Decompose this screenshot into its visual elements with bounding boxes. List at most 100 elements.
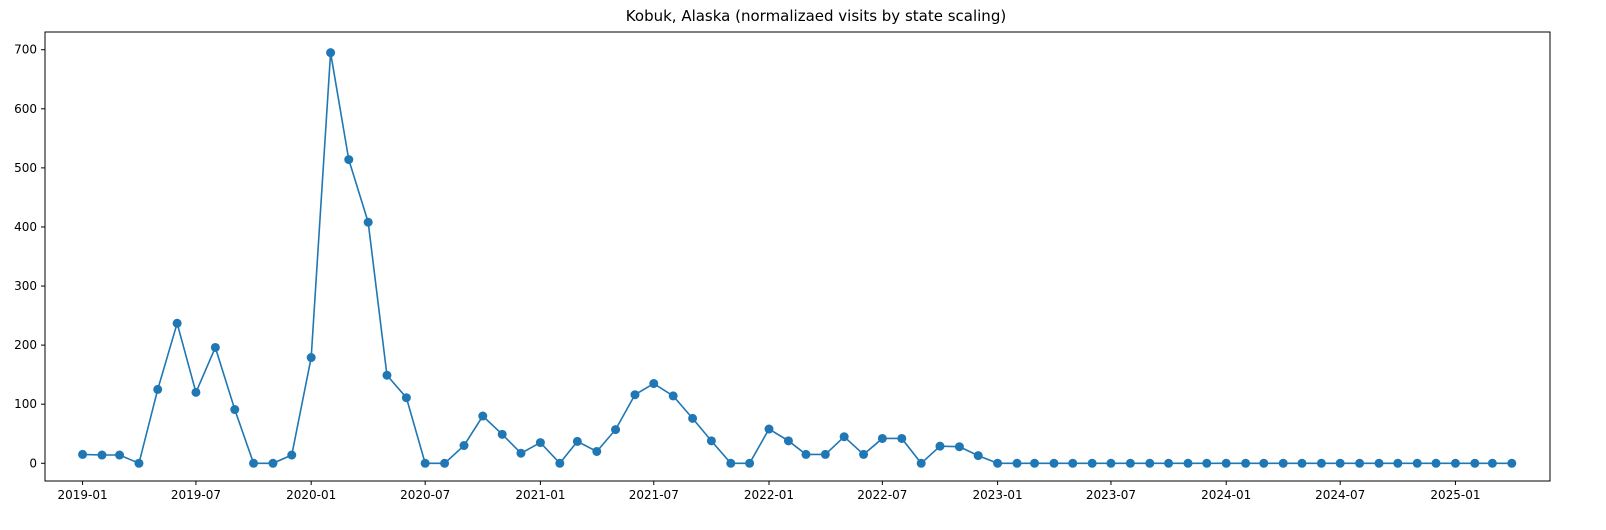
data-point — [555, 458, 565, 468]
data-point — [134, 458, 144, 468]
data-point — [1145, 458, 1155, 468]
data-point — [78, 449, 88, 459]
y-tick-label: 100 — [14, 397, 37, 411]
data-point — [1049, 458, 1059, 468]
data-point — [897, 433, 907, 443]
data-point — [1068, 458, 1078, 468]
data-point — [1241, 458, 1251, 468]
data-point — [1297, 458, 1307, 468]
data-point — [1374, 458, 1384, 468]
x-tick-label: 2023-01 — [973, 488, 1023, 502]
data-point — [1487, 458, 1497, 468]
data-point — [1202, 458, 1212, 468]
data-point — [1183, 458, 1193, 468]
data-point — [1164, 458, 1174, 468]
y-tick-label: 700 — [14, 43, 37, 57]
data-point — [268, 458, 278, 468]
data-point — [611, 425, 621, 435]
plot-frame — [44, 31, 1551, 482]
data-point — [1507, 458, 1517, 468]
data-point — [783, 436, 793, 446]
x-axis: 2019-01 2019-07 2020-01 2020-07 2021-01 2021-… — [58, 481, 1480, 502]
data-point — [420, 458, 430, 468]
x-tick-label: 2020-01 — [286, 488, 336, 502]
data-point — [287, 450, 297, 460]
data-point — [1316, 458, 1326, 468]
data-point — [668, 391, 678, 401]
chart-title: Kobuk, Alaska (normalizaed visits by sta… — [626, 7, 1006, 25]
x-tick-label: 2022-01 — [744, 488, 794, 502]
data-point — [230, 405, 240, 415]
data-point — [820, 449, 830, 459]
data-point — [1221, 458, 1231, 468]
data-point — [877, 433, 887, 443]
data-point — [249, 458, 259, 468]
x-tick-label: 2024-07 — [1315, 488, 1365, 502]
data-point — [516, 448, 526, 458]
data-point — [191, 387, 201, 397]
data-point — [115, 450, 125, 460]
data-point — [210, 342, 220, 352]
data-point — [1012, 458, 1022, 468]
x-tick-label: 2019-07 — [171, 488, 221, 502]
x-tick-label: 2020-07 — [400, 488, 450, 502]
data-point — [1431, 458, 1441, 468]
data-point — [688, 413, 698, 423]
data-series — [78, 48, 1517, 468]
x-tick-label: 2025-01 — [1430, 488, 1480, 502]
data-point — [1412, 458, 1422, 468]
data-point — [764, 424, 774, 434]
data-point — [1125, 458, 1135, 468]
y-tick-label: 400 — [14, 220, 37, 234]
data-point — [344, 155, 354, 165]
data-point — [859, 449, 869, 459]
x-tick-label: 2019-01 — [58, 488, 108, 502]
y-tick-label: 500 — [14, 161, 37, 175]
x-tick-label: 2021-01 — [515, 488, 565, 502]
data-point — [916, 458, 926, 468]
data-point — [1450, 458, 1460, 468]
data-point — [1335, 458, 1345, 468]
data-point — [572, 436, 582, 446]
data-point — [993, 458, 1003, 468]
data-point — [478, 411, 488, 421]
data-point — [954, 442, 964, 452]
y-tick-label: 200 — [14, 338, 37, 352]
data-point — [306, 353, 316, 363]
data-point — [649, 379, 659, 389]
data-point — [1106, 458, 1116, 468]
y-tick-label: 0 — [29, 456, 37, 470]
data-point — [1259, 458, 1269, 468]
data-point — [363, 217, 373, 227]
series-line — [82, 52, 1512, 465]
data-point — [1030, 458, 1040, 468]
data-point — [401, 393, 411, 403]
x-tick-label: 2022-07 — [857, 488, 907, 502]
data-point — [1278, 458, 1288, 468]
data-point — [97, 450, 107, 460]
y-axis: 0 100 200 300 400 500 600 700 — [14, 43, 45, 470]
data-point — [706, 436, 716, 446]
data-point — [497, 429, 507, 439]
data-point — [1470, 458, 1480, 468]
data-point — [1393, 458, 1403, 468]
data-point — [1355, 458, 1365, 468]
data-point — [745, 458, 755, 468]
data-point — [326, 48, 336, 58]
x-tick-label: 2021-07 — [629, 488, 679, 502]
data-point — [726, 458, 736, 468]
y-tick-label: 600 — [14, 102, 37, 116]
data-point — [459, 441, 469, 451]
data-point — [973, 451, 983, 461]
x-tick-label: 2023-07 — [1086, 488, 1136, 502]
data-point — [1087, 458, 1097, 468]
data-point — [172, 318, 182, 328]
data-point — [440, 458, 450, 468]
data-point — [153, 384, 163, 394]
x-tick-label: 2024-01 — [1201, 488, 1251, 502]
data-point — [839, 432, 849, 442]
y-tick-label: 300 — [14, 279, 37, 293]
data-point — [592, 446, 602, 456]
